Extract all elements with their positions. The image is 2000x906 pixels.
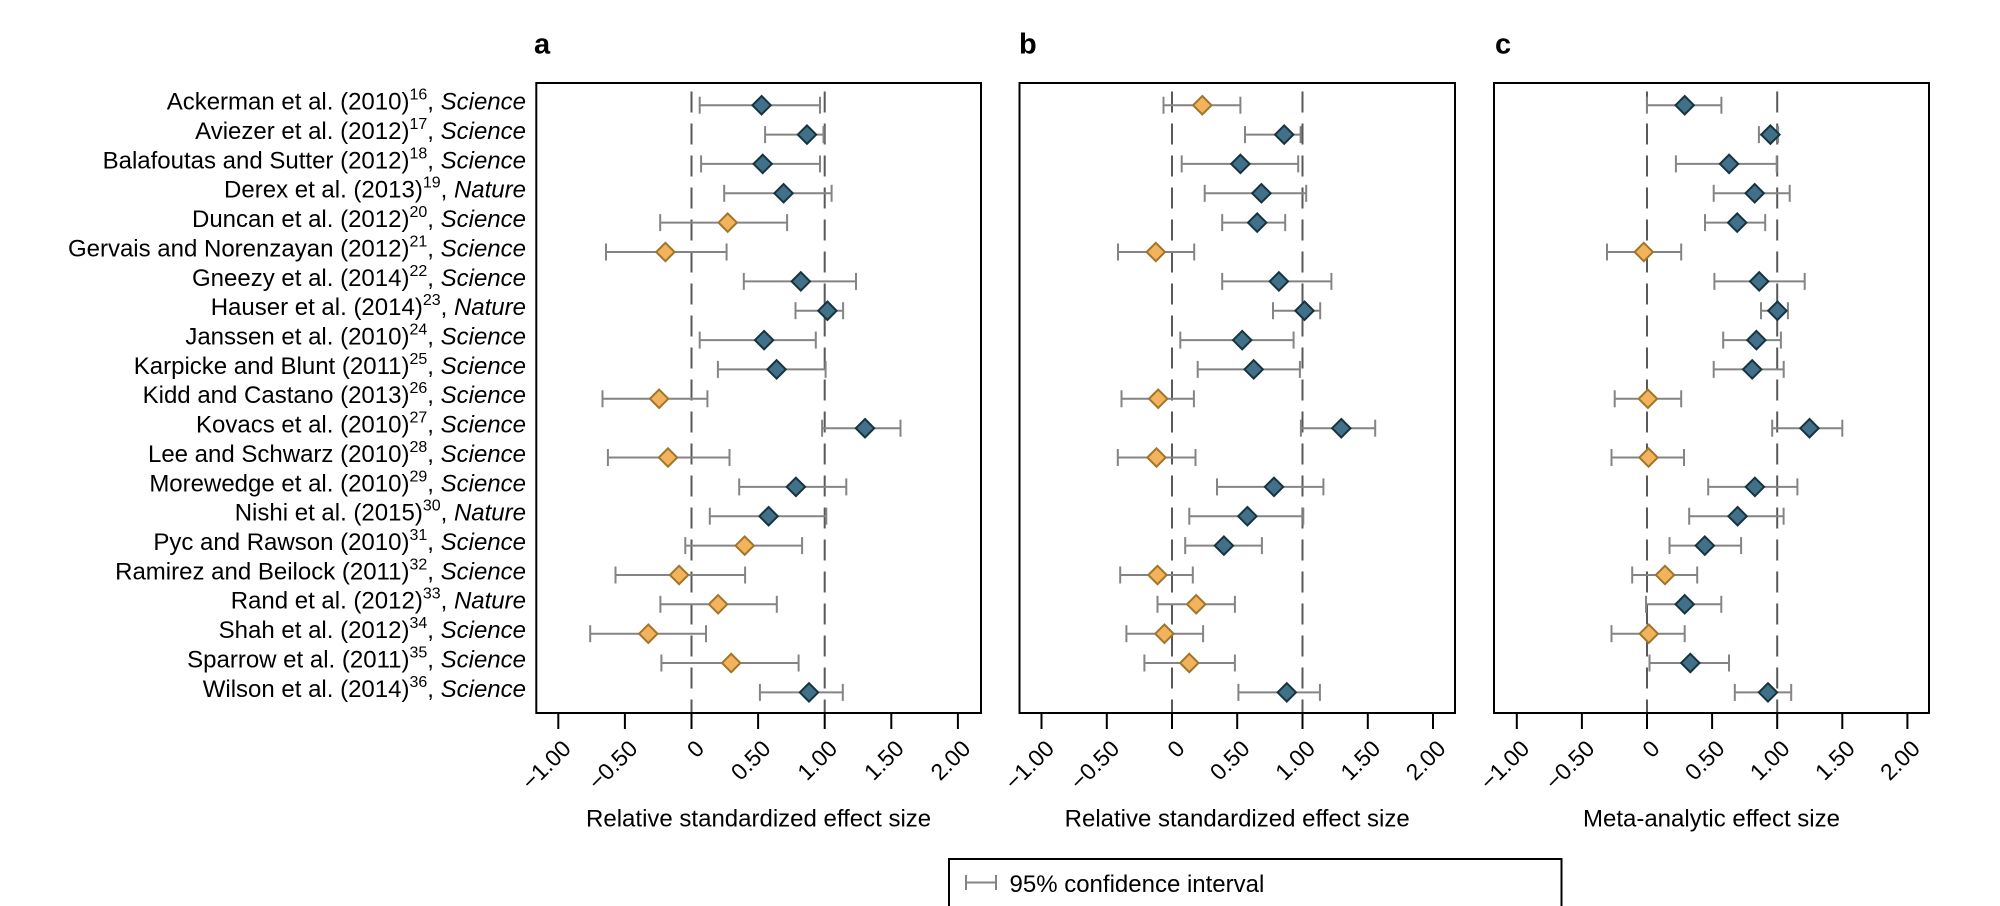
svg-text:Gervais and Norenzayan (2012)2: Gervais and Norenzayan (2012)21, Science — [68, 233, 526, 262]
svg-text:Kidd and Castano (2013)26, Sci: Kidd and Castano (2013)26, Science — [143, 380, 526, 409]
svg-text:Sparrow et al. (2011)35, Scien: Sparrow et al. (2011)35, Science — [187, 644, 526, 673]
svg-text:Gneezy et al. (2014)22, Scienc: Gneezy et al. (2014)22, Science — [192, 263, 526, 292]
svg-text:95% confidence interval: 95% confidence interval — [1010, 871, 1265, 898]
svg-text:Rand et al. (2012)33, Nature: Rand et al. (2012)33, Nature — [231, 586, 526, 615]
svg-text:Ramirez and Beilock (2011)32,: Ramirez and Beilock (2011)32, Science — [115, 556, 526, 585]
svg-text:Morewedge et al. (2010)29, Sci: Morewedge et al. (2010)29, Science — [149, 468, 526, 497]
svg-text:Hauser et al. (2014)23, Nature: Hauser et al. (2014)23, Nature — [211, 292, 526, 321]
svg-text:Janssen et al. (2010)24, Scien: Janssen et al. (2010)24, Science — [185, 322, 526, 351]
svg-text:Shah et al. (2012)34, Science: Shah et al. (2012)34, Science — [219, 615, 526, 644]
svg-text:Meta-analytic effect size: Meta-analytic effect size — [1583, 806, 1840, 833]
svg-text:Relative standardized effect s: Relative standardized effect size — [586, 806, 931, 833]
svg-text:Duncan et al. (2012)20, Scienc: Duncan et al. (2012)20, Science — [192, 204, 526, 233]
svg-text:Kovacs et al. (2010)27, Scienc: Kovacs et al. (2010)27, Science — [196, 410, 526, 439]
svg-text:b: b — [1019, 29, 1037, 61]
svg-text:Lee and Schwarz (2010)28, Scie: Lee and Schwarz (2010)28, Science — [148, 439, 526, 468]
svg-text:Balafoutas and Sutter (2012)18: Balafoutas and Sutter (2012)18, Science — [103, 145, 526, 174]
svg-text:a: a — [534, 29, 551, 61]
svg-text:Relative standardized effect s: Relative standardized effect size — [1065, 806, 1410, 833]
svg-text:c: c — [1495, 29, 1511, 61]
svg-text:Nishi et al. (2015)30, Nature: Nishi et al. (2015)30, Nature — [235, 498, 526, 527]
svg-text:Wilson et al. (2014)36, Scienc: Wilson et al. (2014)36, Science — [203, 674, 526, 703]
svg-text:Derex et al. (2013)19, Nature: Derex et al. (2013)19, Nature — [224, 175, 526, 204]
svg-text:Aviezer et al. (2012)17, Scien: Aviezer et al. (2012)17, Science — [195, 116, 526, 145]
svg-text:Ackerman et al. (2010)16, Scie: Ackerman et al. (2010)16, Science — [167, 87, 526, 116]
svg-text:Karpicke and Blunt (2011)25, S: Karpicke and Blunt (2011)25, Science — [134, 351, 526, 380]
svg-text:Pyc and Rawson (2010)31, Scien: Pyc and Rawson (2010)31, Science — [153, 527, 526, 556]
